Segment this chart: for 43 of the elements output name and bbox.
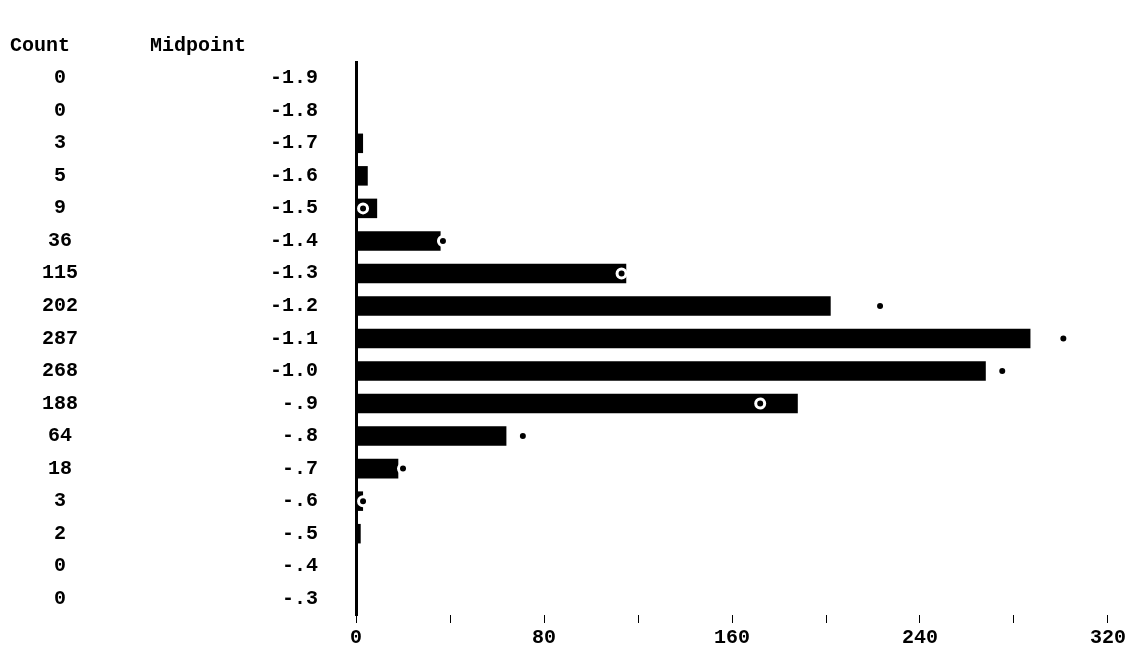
y-tick-label: -1.2 bbox=[269, 294, 319, 317]
y-tick-label: -1.4 bbox=[269, 228, 319, 252]
data-label: 64 bbox=[47, 424, 73, 448]
y-tick-label: -.7 bbox=[281, 456, 319, 480]
x-tick-label: 80 bbox=[532, 626, 557, 650]
y-tick-label: -.8 bbox=[281, 424, 319, 448]
y-tick-label: -1.0 bbox=[269, 359, 319, 383]
data-label: 287 bbox=[41, 326, 79, 350]
y-tick-label: -.4 bbox=[281, 554, 319, 578]
data-label: 188 bbox=[41, 391, 79, 415]
data-label: 2 bbox=[53, 521, 67, 545]
data-label: 268 bbox=[41, 359, 79, 383]
y-tick-label: -1.7 bbox=[269, 131, 319, 155]
data-label: 0 bbox=[53, 98, 67, 122]
x-tick-label: 320 bbox=[1089, 626, 1126, 650]
data-label: 202 bbox=[41, 294, 79, 317]
y-tick-label: -1.9 bbox=[269, 66, 319, 90]
data-label: 0 bbox=[53, 554, 67, 578]
data-label: 18 bbox=[47, 456, 73, 480]
y-axis-title: Midpoint bbox=[150, 34, 247, 58]
data-label: 0 bbox=[53, 586, 67, 610]
data-label: 36 bbox=[47, 228, 73, 252]
y-tick-label: -1.5 bbox=[269, 196, 319, 220]
y-tick-label: -1.8 bbox=[269, 98, 319, 122]
text: Count bbox=[10, 34, 71, 58]
data-label: 3 bbox=[53, 131, 67, 155]
y-tick-label: -.9 bbox=[281, 391, 319, 415]
y-tick-label: -.3 bbox=[281, 586, 319, 610]
y-tick-label: -.6 bbox=[281, 489, 319, 513]
data-label: 5 bbox=[53, 163, 67, 187]
point bbox=[754, 397, 767, 410]
data-label: 0 bbox=[53, 66, 67, 90]
data-label: 3 bbox=[53, 489, 67, 513]
x-tick-label: 0 bbox=[350, 626, 363, 650]
y-tick-label: -1.6 bbox=[269, 163, 319, 187]
x-tick-label: 240 bbox=[901, 626, 939, 650]
x-tick-label: 160 bbox=[713, 626, 751, 650]
y-tick-label: -.5 bbox=[281, 521, 319, 545]
point bbox=[615, 267, 628, 280]
y-tick-label: -1.3 bbox=[269, 261, 319, 285]
y-tick-label: -1.1 bbox=[269, 326, 319, 350]
data-label: 9 bbox=[53, 196, 67, 220]
data-label: 115 bbox=[41, 261, 79, 285]
